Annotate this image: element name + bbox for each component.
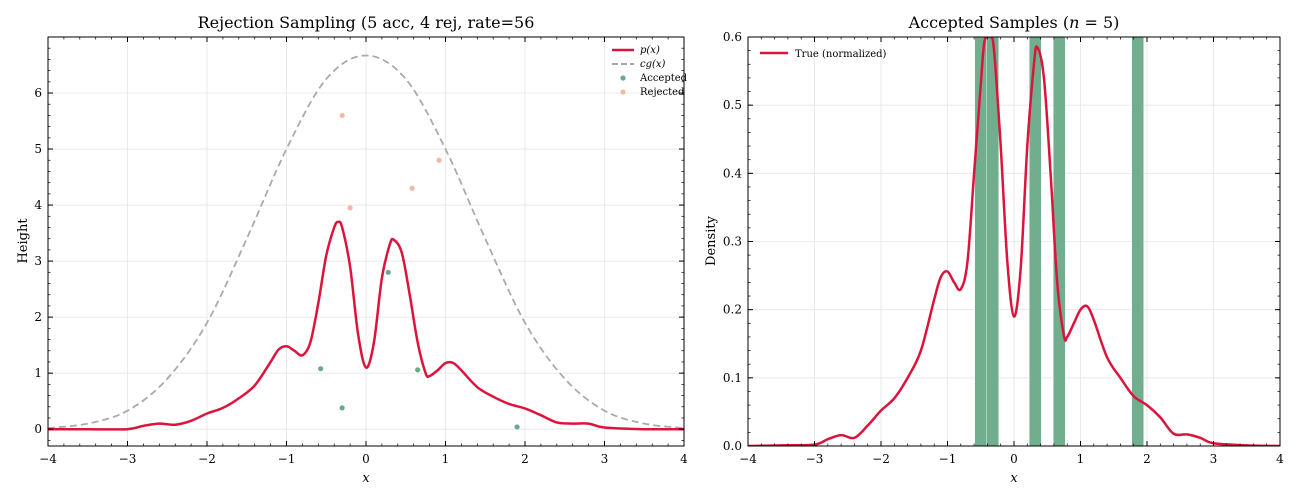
histogram-bar (974, 37, 987, 446)
accepted-samples-chart: Accepted Samples (n = 5) −4 −3 −2 −1 0 1 2 3 4 0.… (704, 13, 1284, 486)
chart-title-right-n: n (1069, 13, 1079, 32)
point-accepted (318, 366, 324, 372)
y-tick-label: 0.4 (723, 166, 742, 180)
histogram-bar (1029, 37, 1042, 446)
y-tick-label: 6 (34, 86, 42, 100)
y-tick-label: 3 (34, 254, 42, 268)
chart-title-right: Accepted Samples (n = 5) (908, 13, 1120, 32)
series-line-p-x (48, 220, 684, 431)
x-tick-label: 2 (521, 452, 529, 466)
histogram-bar (1053, 37, 1066, 446)
x-tick-label: 4 (1276, 452, 1284, 466)
y-tick-label: 0.0 (723, 439, 742, 453)
x-axis-label-right: x (1010, 471, 1018, 486)
grid-right (747, 36, 1281, 447)
y-tick-label: 2 (34, 310, 42, 324)
x-tick-label: 2 (1143, 452, 1151, 466)
x-tick-label: 3 (1210, 452, 1218, 466)
x-axis-label-left: x (362, 471, 370, 486)
legend-label-rejected: Rejected (640, 87, 685, 98)
rejection-sampling-chart: Rejection Sampling (5 acc, 4 rej, rate=5… (16, 13, 688, 486)
point-rejected (347, 205, 353, 211)
y-axis-label-left: Height (16, 218, 31, 264)
x-tick-label: −1 (278, 452, 296, 466)
x-tick-label: 1 (442, 452, 450, 466)
legend-marker-accepted (620, 75, 626, 81)
x-tick-label: 0 (1010, 452, 1018, 466)
y-tick-label: 5 (34, 142, 42, 156)
chart-title-right-prefix: Accepted Samples ( (908, 13, 1069, 32)
point-accepted (415, 367, 421, 373)
y-tick-label: 0 (34, 422, 42, 436)
x-tick-label: 3 (601, 452, 609, 466)
x-tick-label: 4 (680, 452, 688, 466)
point-accepted (339, 405, 345, 411)
chart-title-left: Rejection Sampling (5 acc, 4 rej, rate=5… (198, 13, 535, 32)
point-rejected (339, 112, 345, 119)
histogram-bar (1131, 37, 1144, 446)
y-tick-label: 4 (34, 198, 42, 212)
point-rejected (409, 185, 415, 191)
y-tick-label: 1 (34, 366, 42, 380)
x-tick-label: −2 (198, 452, 216, 466)
legend-label-px: p(x) (640, 45, 660, 56)
grid-left (47, 37, 685, 446)
x-tick-label: −3 (806, 452, 824, 466)
histogram-bar (986, 37, 999, 446)
y-tick-label: 0.5 (723, 98, 742, 112)
point-accepted (514, 424, 520, 430)
y-tick-label: 0.2 (723, 303, 742, 317)
x-tick-label: −4 (39, 452, 57, 466)
legend-label-true: True (normalized) (795, 49, 887, 60)
x-tick-label: −3 (119, 452, 137, 466)
chart-title-right-eq: = (1079, 13, 1103, 32)
chart-title-right-suffix: ) (1113, 13, 1119, 32)
series-line-true-normalized (748, 37, 1280, 446)
legend-right: True (normalized) (760, 49, 887, 60)
x-tick-label: −2 (872, 452, 890, 466)
y-axis-label-right: Density (704, 215, 719, 266)
x-tick-label: −1 (939, 452, 957, 466)
x-tick-label: 1 (1077, 452, 1085, 466)
legend-marker-rejected (620, 89, 626, 95)
legend-label-cgx: cg(x) (640, 59, 666, 70)
point-accepted (385, 269, 391, 275)
point-rejected (436, 157, 442, 163)
legend-left: p(x) cg(x) Accepted Rejected (612, 45, 688, 98)
x-tick-label: 0 (362, 452, 370, 466)
chart-title-right-count: 5 (1103, 13, 1113, 32)
y-tick-label: 0.1 (723, 371, 742, 385)
y-tick-label: 0.3 (723, 235, 742, 249)
series-line-cg-x (48, 54, 684, 429)
legend-label-accepted: Accepted (639, 73, 688, 84)
x-tick-label: −4 (739, 452, 757, 466)
y-tick-label: 0.6 (723, 30, 742, 44)
